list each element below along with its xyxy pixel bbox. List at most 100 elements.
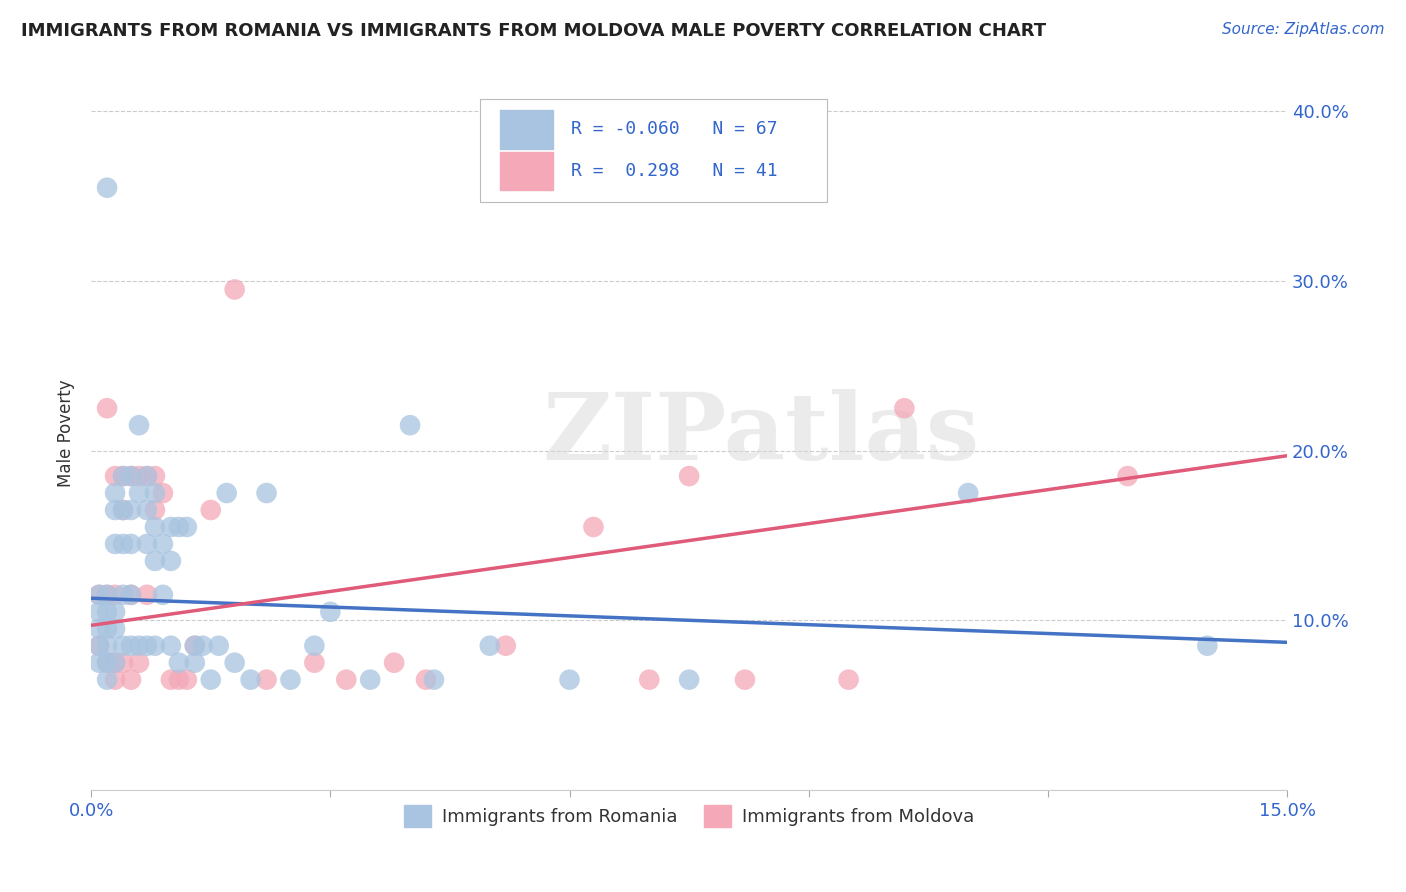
Point <box>304 639 326 653</box>
Point <box>120 639 142 653</box>
Point <box>184 639 207 653</box>
Point <box>167 520 190 534</box>
Point <box>399 418 422 433</box>
Point <box>1116 469 1139 483</box>
Point <box>104 503 127 517</box>
Point <box>120 469 142 483</box>
Point <box>112 469 135 483</box>
Point <box>136 469 159 483</box>
Point <box>96 588 118 602</box>
Point <box>152 537 174 551</box>
Point <box>280 673 302 687</box>
Point <box>160 520 183 534</box>
FancyBboxPatch shape <box>479 99 827 202</box>
Text: R =  0.298   N = 41: R = 0.298 N = 41 <box>571 161 778 180</box>
Point <box>104 605 127 619</box>
Point <box>678 673 700 687</box>
Point <box>96 622 118 636</box>
Point <box>239 673 262 687</box>
Point <box>128 486 150 500</box>
Point <box>96 401 118 416</box>
Point <box>120 673 142 687</box>
Point <box>176 520 198 534</box>
Point <box>478 639 501 653</box>
Point <box>104 469 127 483</box>
Point <box>208 639 231 653</box>
Y-axis label: Male Poverty: Male Poverty <box>58 380 75 488</box>
Point <box>382 656 405 670</box>
Point <box>678 469 700 483</box>
Point <box>136 588 159 602</box>
Point <box>423 673 446 687</box>
Point <box>838 673 860 687</box>
Point <box>160 554 183 568</box>
Point <box>191 639 214 653</box>
Point <box>1197 639 1219 653</box>
Point <box>128 418 150 433</box>
Point <box>112 588 135 602</box>
Point <box>415 673 437 687</box>
Point <box>96 180 118 194</box>
Point <box>176 673 198 687</box>
Point <box>143 554 166 568</box>
Text: IMMIGRANTS FROM ROMANIA VS IMMIGRANTS FROM MOLDOVA MALE POVERTY CORRELATION CHAR: IMMIGRANTS FROM ROMANIA VS IMMIGRANTS FR… <box>21 22 1046 40</box>
Point <box>112 656 135 670</box>
Point <box>104 622 127 636</box>
Point <box>112 469 135 483</box>
Point <box>167 656 190 670</box>
Point <box>112 503 135 517</box>
Point <box>143 503 166 517</box>
Point <box>638 673 661 687</box>
Point <box>224 283 246 297</box>
Point <box>167 673 190 687</box>
Point <box>304 656 326 670</box>
Point <box>136 639 159 653</box>
Point <box>152 486 174 500</box>
Point <box>96 656 118 670</box>
Point <box>89 622 111 636</box>
Point <box>128 656 150 670</box>
Point <box>734 673 756 687</box>
Point <box>89 588 111 602</box>
Point <box>957 486 980 500</box>
Point <box>104 588 127 602</box>
Point <box>96 588 118 602</box>
Point <box>558 673 581 687</box>
Point <box>112 537 135 551</box>
Point <box>143 469 166 483</box>
Point <box>224 656 246 670</box>
Point <box>120 469 142 483</box>
Point <box>128 469 150 483</box>
Point <box>184 656 207 670</box>
FancyBboxPatch shape <box>501 111 553 149</box>
Point <box>104 656 127 670</box>
Text: R = -0.060   N = 67: R = -0.060 N = 67 <box>571 120 778 138</box>
Legend: Immigrants from Romania, Immigrants from Moldova: Immigrants from Romania, Immigrants from… <box>396 797 981 834</box>
Point <box>152 588 174 602</box>
Point <box>143 520 166 534</box>
Point <box>104 537 127 551</box>
Text: Source: ZipAtlas.com: Source: ZipAtlas.com <box>1222 22 1385 37</box>
Point <box>136 537 159 551</box>
Point <box>89 588 111 602</box>
Point <box>104 673 127 687</box>
Point <box>104 656 127 670</box>
Text: ZIPatlas: ZIPatlas <box>543 389 980 479</box>
Point <box>200 503 222 517</box>
Point <box>128 639 150 653</box>
Point <box>893 401 915 416</box>
Point <box>495 639 517 653</box>
Point <box>256 486 278 500</box>
Point <box>184 639 207 653</box>
Point <box>120 537 142 551</box>
Point <box>256 673 278 687</box>
Point <box>160 673 183 687</box>
Point <box>160 639 183 653</box>
Point <box>89 639 111 653</box>
Point <box>104 486 127 500</box>
Point <box>120 503 142 517</box>
Point <box>359 673 381 687</box>
Point <box>96 656 118 670</box>
Point <box>143 639 166 653</box>
Point <box>120 588 142 602</box>
